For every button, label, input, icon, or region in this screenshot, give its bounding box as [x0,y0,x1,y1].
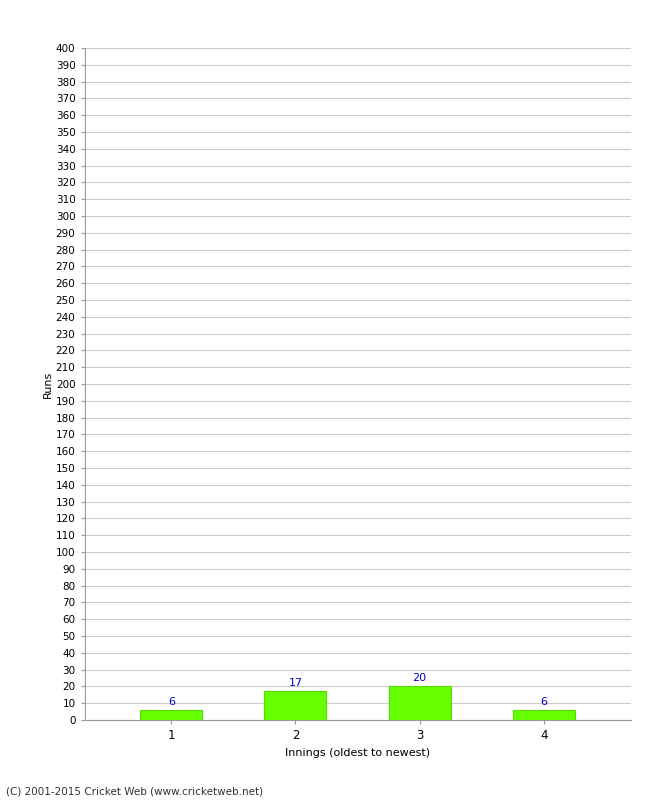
Text: (C) 2001-2015 Cricket Web (www.cricketweb.net): (C) 2001-2015 Cricket Web (www.cricketwe… [6,786,264,796]
Text: 17: 17 [289,678,302,688]
Bar [265,691,326,720]
Text: 6: 6 [168,697,175,706]
Bar [140,710,202,720]
Bar [513,710,575,720]
X-axis label: Innings (oldest to newest): Innings (oldest to newest) [285,747,430,758]
Y-axis label: Runs: Runs [43,370,53,398]
Text: 6: 6 [540,697,547,706]
Bar [389,686,450,720]
Text: 20: 20 [413,673,426,683]
